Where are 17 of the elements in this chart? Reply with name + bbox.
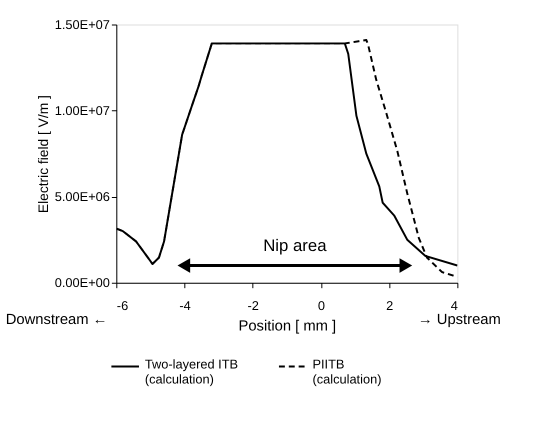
y-tick-label: 0.00E+00 — [54, 275, 110, 290]
series-label: Nip area — [263, 236, 328, 255]
y-axis-title: Electric field [ V/m ] — [36, 95, 51, 214]
text: → Upstream — [418, 312, 501, 328]
y-tick-label: 5.00E+06 — [54, 189, 110, 204]
y-tick-label: 1.00E+07 — [54, 103, 110, 118]
y-tick-label: 1.50E+07 — [54, 16, 110, 32]
x-tick-label: -2 — [248, 298, 259, 313]
x-tick-label: 4 — [450, 298, 458, 313]
legend-label: PIITB (calculation) — [312, 356, 382, 386]
x-axis-title: Position [ mm ] — [238, 318, 336, 335]
x-tick-label: 2 — [386, 298, 394, 313]
x-tick-label: -6 — [116, 298, 128, 313]
legend-label: Two-layered ITB (calculation) — [144, 356, 238, 386]
x-tick-label: -4 — [179, 298, 191, 313]
x-tick-label: 0 — [318, 298, 325, 313]
text: Downstream ← — [6, 312, 108, 328]
